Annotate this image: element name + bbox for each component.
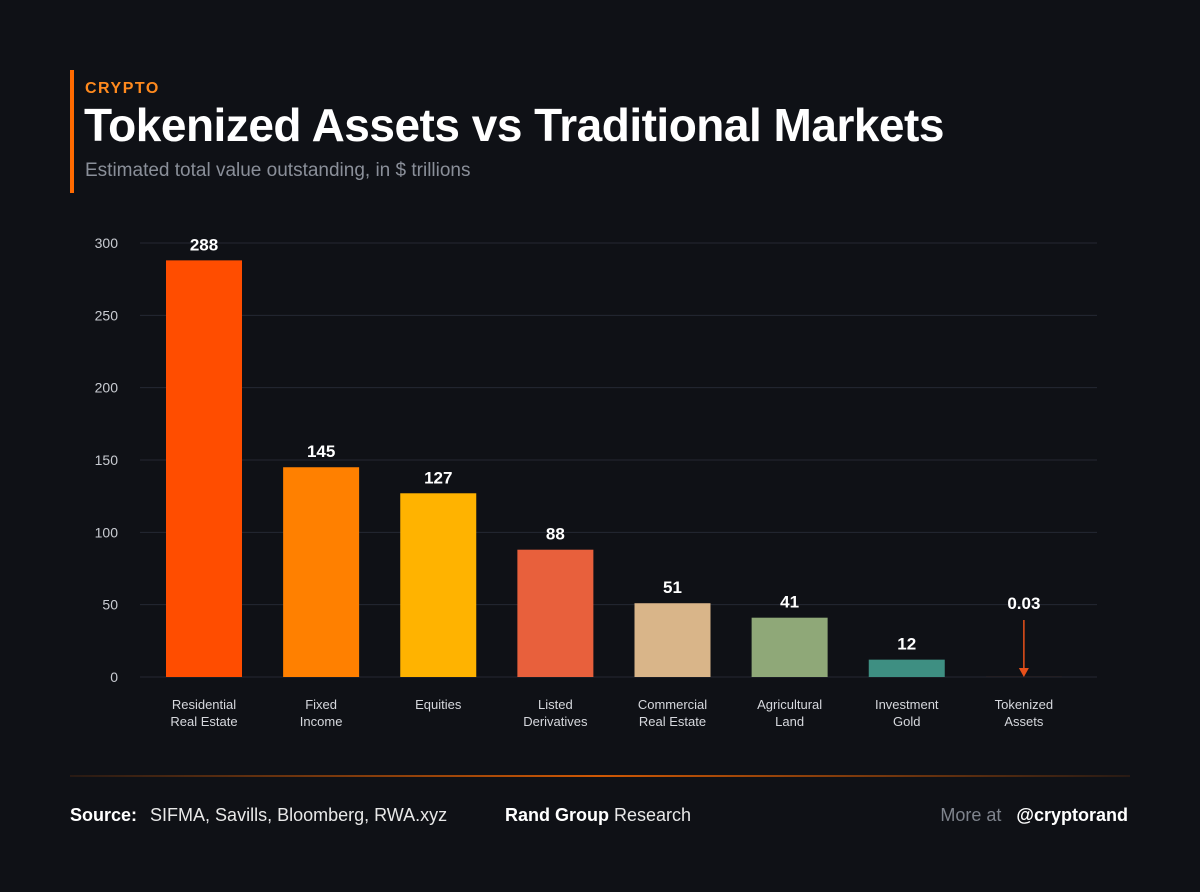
category-kicker: CRYPTO <box>85 80 160 97</box>
category-label: Residential <box>172 697 236 712</box>
y-tick-label: 200 <box>95 380 119 396</box>
value-label: 12 <box>897 635 916 654</box>
category-label: Assets <box>1004 714 1044 729</box>
category-label: Agricultural <box>757 697 822 712</box>
category-label: Real Estate <box>639 714 706 729</box>
header-accent-bar <box>70 70 74 193</box>
source-label: Source: <box>70 805 138 825</box>
bar <box>283 467 360 677</box>
category-label: Land <box>775 714 804 729</box>
brand-bold: Rand Group <box>505 805 609 825</box>
page-subtitle: Estimated total value outstanding, in $ … <box>85 160 471 181</box>
value-label: 41 <box>780 593 799 612</box>
y-tick-label: 0 <box>110 669 118 685</box>
brand-credit: Rand Group Research <box>505 805 691 826</box>
bar <box>517 549 594 677</box>
category-label: Investment <box>875 697 939 712</box>
value-label: 88 <box>546 525 565 544</box>
source-text: SIFMA, Savills, Bloomberg, RWA.xyz <box>150 805 448 825</box>
y-tick-label: 100 <box>95 524 119 540</box>
source-note: Source: SIFMA, Savills, Bloomberg, RWA.x… <box>70 805 447 826</box>
footer-divider <box>70 775 1130 777</box>
category-label: Income <box>300 714 343 729</box>
more-label: More at <box>940 805 1002 825</box>
category-label: Listed <box>538 697 573 712</box>
bar <box>868 659 945 677</box>
bar <box>751 617 828 677</box>
category-label: Gold <box>893 714 920 729</box>
category-label: Derivatives <box>523 714 588 729</box>
category-label: Equities <box>415 697 462 712</box>
page-title: Tokenized Assets vs Traditional Markets <box>84 99 944 151</box>
bar <box>634 603 711 677</box>
value-label: 288 <box>190 235 218 254</box>
bar <box>400 493 477 677</box>
category-label: Real Estate <box>170 714 237 729</box>
category-label: Tokenized <box>995 697 1054 712</box>
bar <box>166 260 242 677</box>
social-handle[interactable]: @cryptorand <box>1016 805 1128 825</box>
y-tick-label: 250 <box>95 307 119 323</box>
down-arrow-head-icon <box>1018 668 1029 677</box>
y-tick-label: 50 <box>102 597 118 613</box>
y-tick-label: 300 <box>95 235 119 251</box>
value-label: 51 <box>663 578 682 597</box>
y-tick-label: 150 <box>95 452 119 468</box>
category-label: Commercial <box>638 697 707 712</box>
value-label: 0.03 <box>1007 594 1040 613</box>
value-label: 145 <box>307 442 335 461</box>
more-at: More at @cryptorand <box>940 805 1128 826</box>
category-label: Fixed <box>305 697 337 712</box>
brand-rest: Research <box>614 805 692 825</box>
value-label: 127 <box>424 468 452 487</box>
